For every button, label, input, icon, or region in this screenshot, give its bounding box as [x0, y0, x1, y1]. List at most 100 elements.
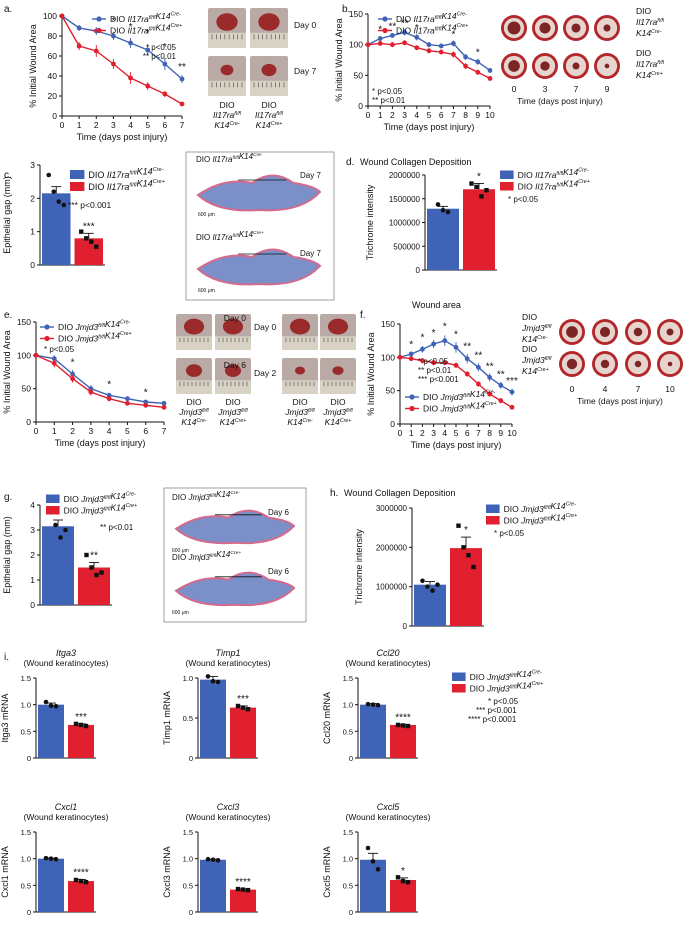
- histology-label: DIO Il17rafl/flK14Cre-: [196, 152, 263, 164]
- wound-image: [224, 364, 242, 377]
- significance-star: **: [389, 21, 397, 32]
- day-label: 0: [512, 84, 517, 94]
- x-tick-label: 6: [143, 426, 148, 436]
- x-tick-label: 4: [442, 428, 447, 438]
- wound-image: [603, 24, 611, 32]
- data-point: [431, 360, 436, 366]
- histology-label: DIO Il17rafl/flK14Cre+: [196, 230, 264, 242]
- data-point: [53, 522, 58, 528]
- x-tick-label: 5: [454, 428, 459, 438]
- bar: [74, 238, 103, 265]
- chart-title: (Wound keratinocytes): [186, 658, 271, 668]
- histology-image: [196, 248, 322, 286]
- ruler: [176, 380, 212, 394]
- x-tick-label: 7: [162, 426, 167, 436]
- data-point: [408, 351, 414, 357]
- data-point: [402, 40, 407, 46]
- day-label: Day 7: [294, 66, 316, 76]
- ruler: [320, 380, 356, 394]
- wound-photo: [594, 53, 620, 79]
- data-point: [56, 199, 62, 204]
- data-point: [53, 703, 59, 709]
- data-point: [509, 389, 515, 395]
- data-point: [370, 859, 376, 864]
- bar: [68, 881, 94, 912]
- chart-title: Wound area: [412, 300, 461, 310]
- data-point: [73, 877, 79, 883]
- sig-legend: * p<0.05: [418, 357, 449, 366]
- data-point: [471, 564, 476, 570]
- y-tick-label: 20: [48, 91, 58, 101]
- data-point: [463, 54, 468, 60]
- sig-legend: ** p<0.01: [143, 52, 177, 61]
- ruler: [176, 336, 212, 350]
- sig-legend: * p<0.05: [372, 87, 403, 96]
- wound-image: [294, 366, 306, 375]
- data-point: [400, 878, 406, 884]
- y-tick-label: 0.5: [21, 881, 31, 890]
- photo-group-label: K14Cre+: [325, 417, 352, 427]
- sig-legend: **** p<0.0001: [468, 715, 517, 724]
- y-tick-label: 0.5: [343, 881, 353, 890]
- wound-image: [666, 328, 674, 336]
- day-label: Day 2: [254, 368, 276, 378]
- data-point: [48, 703, 54, 709]
- wound-photo: [559, 351, 585, 377]
- x-tick-label: 1: [52, 426, 57, 436]
- legend-swatch: [500, 170, 514, 179]
- day-label: 9: [605, 84, 610, 94]
- x-tick-label: 1: [77, 120, 82, 130]
- x-tick-label: 4: [128, 120, 133, 130]
- data-point: [70, 376, 75, 382]
- ruler: [282, 380, 318, 394]
- series-line: [61, 15, 183, 80]
- data-point: [51, 360, 57, 366]
- data-point: [402, 30, 407, 35]
- day-label: 4: [603, 384, 608, 394]
- chart-i6: 0 0.5 1.0 1.5 * Cxcl5 mRNA: [322, 828, 418, 917]
- legend-entry: DIO Il17rafl/flK14Cre-: [518, 167, 589, 180]
- significance-star: *: [454, 329, 458, 340]
- y-tick-label: 0: [189, 908, 193, 917]
- data-point: [487, 374, 492, 380]
- data-point: [179, 76, 185, 82]
- legend-marker: [382, 16, 388, 22]
- wound-image: [185, 364, 203, 377]
- legend-entry: DIO Il17rafl/flK14Cre+: [518, 178, 590, 191]
- significance-star: *: [476, 48, 480, 59]
- bar: [360, 704, 386, 758]
- data-point: [484, 188, 489, 193]
- x-tick-label: 2: [390, 110, 395, 120]
- y-tick-label: 60: [48, 51, 58, 61]
- chart-i2: 0 0.5 1.0 *** Timp1 mRNA: [162, 674, 258, 763]
- day-label: Day 0: [294, 20, 316, 30]
- y-tick-label: 1.5: [21, 674, 31, 683]
- wound-image: [261, 63, 277, 77]
- data-point: [143, 399, 149, 405]
- chart-i4: 0 0.5 1.0 1.5 **** Cxcl1 mRNA: [0, 828, 96, 917]
- data-point: [33, 352, 39, 358]
- x-tick-label: 8: [487, 428, 492, 438]
- legend-entry: DIO Il17rafl/flK14Cre+: [88, 179, 165, 192]
- y-tick-label: 1500000: [389, 195, 421, 204]
- day-label: Day 7: [300, 171, 321, 180]
- y-axis-label: % Initial Wound Area: [366, 332, 376, 415]
- data-point: [106, 392, 112, 398]
- x-tick-label: 4: [414, 110, 419, 120]
- data-point: [453, 362, 459, 368]
- y-tick-label: 0: [390, 419, 395, 429]
- legend-entry: DIO Jmjd3fl/flK14Cre+: [504, 512, 578, 525]
- significance-star: *: [71, 357, 75, 368]
- tissue-section: [196, 248, 322, 286]
- data-point: [145, 83, 151, 89]
- significance-star: *: [111, 16, 115, 27]
- data-point: [498, 382, 504, 388]
- wound-image: [507, 21, 521, 35]
- ruler: [250, 80, 288, 96]
- data-point: [461, 545, 466, 550]
- wound-photo: [657, 319, 683, 345]
- x-axis-label: Time (days post injury): [77, 132, 168, 142]
- wound-photo: [657, 351, 683, 377]
- bar: [414, 584, 446, 626]
- significance-star: *: [146, 28, 150, 39]
